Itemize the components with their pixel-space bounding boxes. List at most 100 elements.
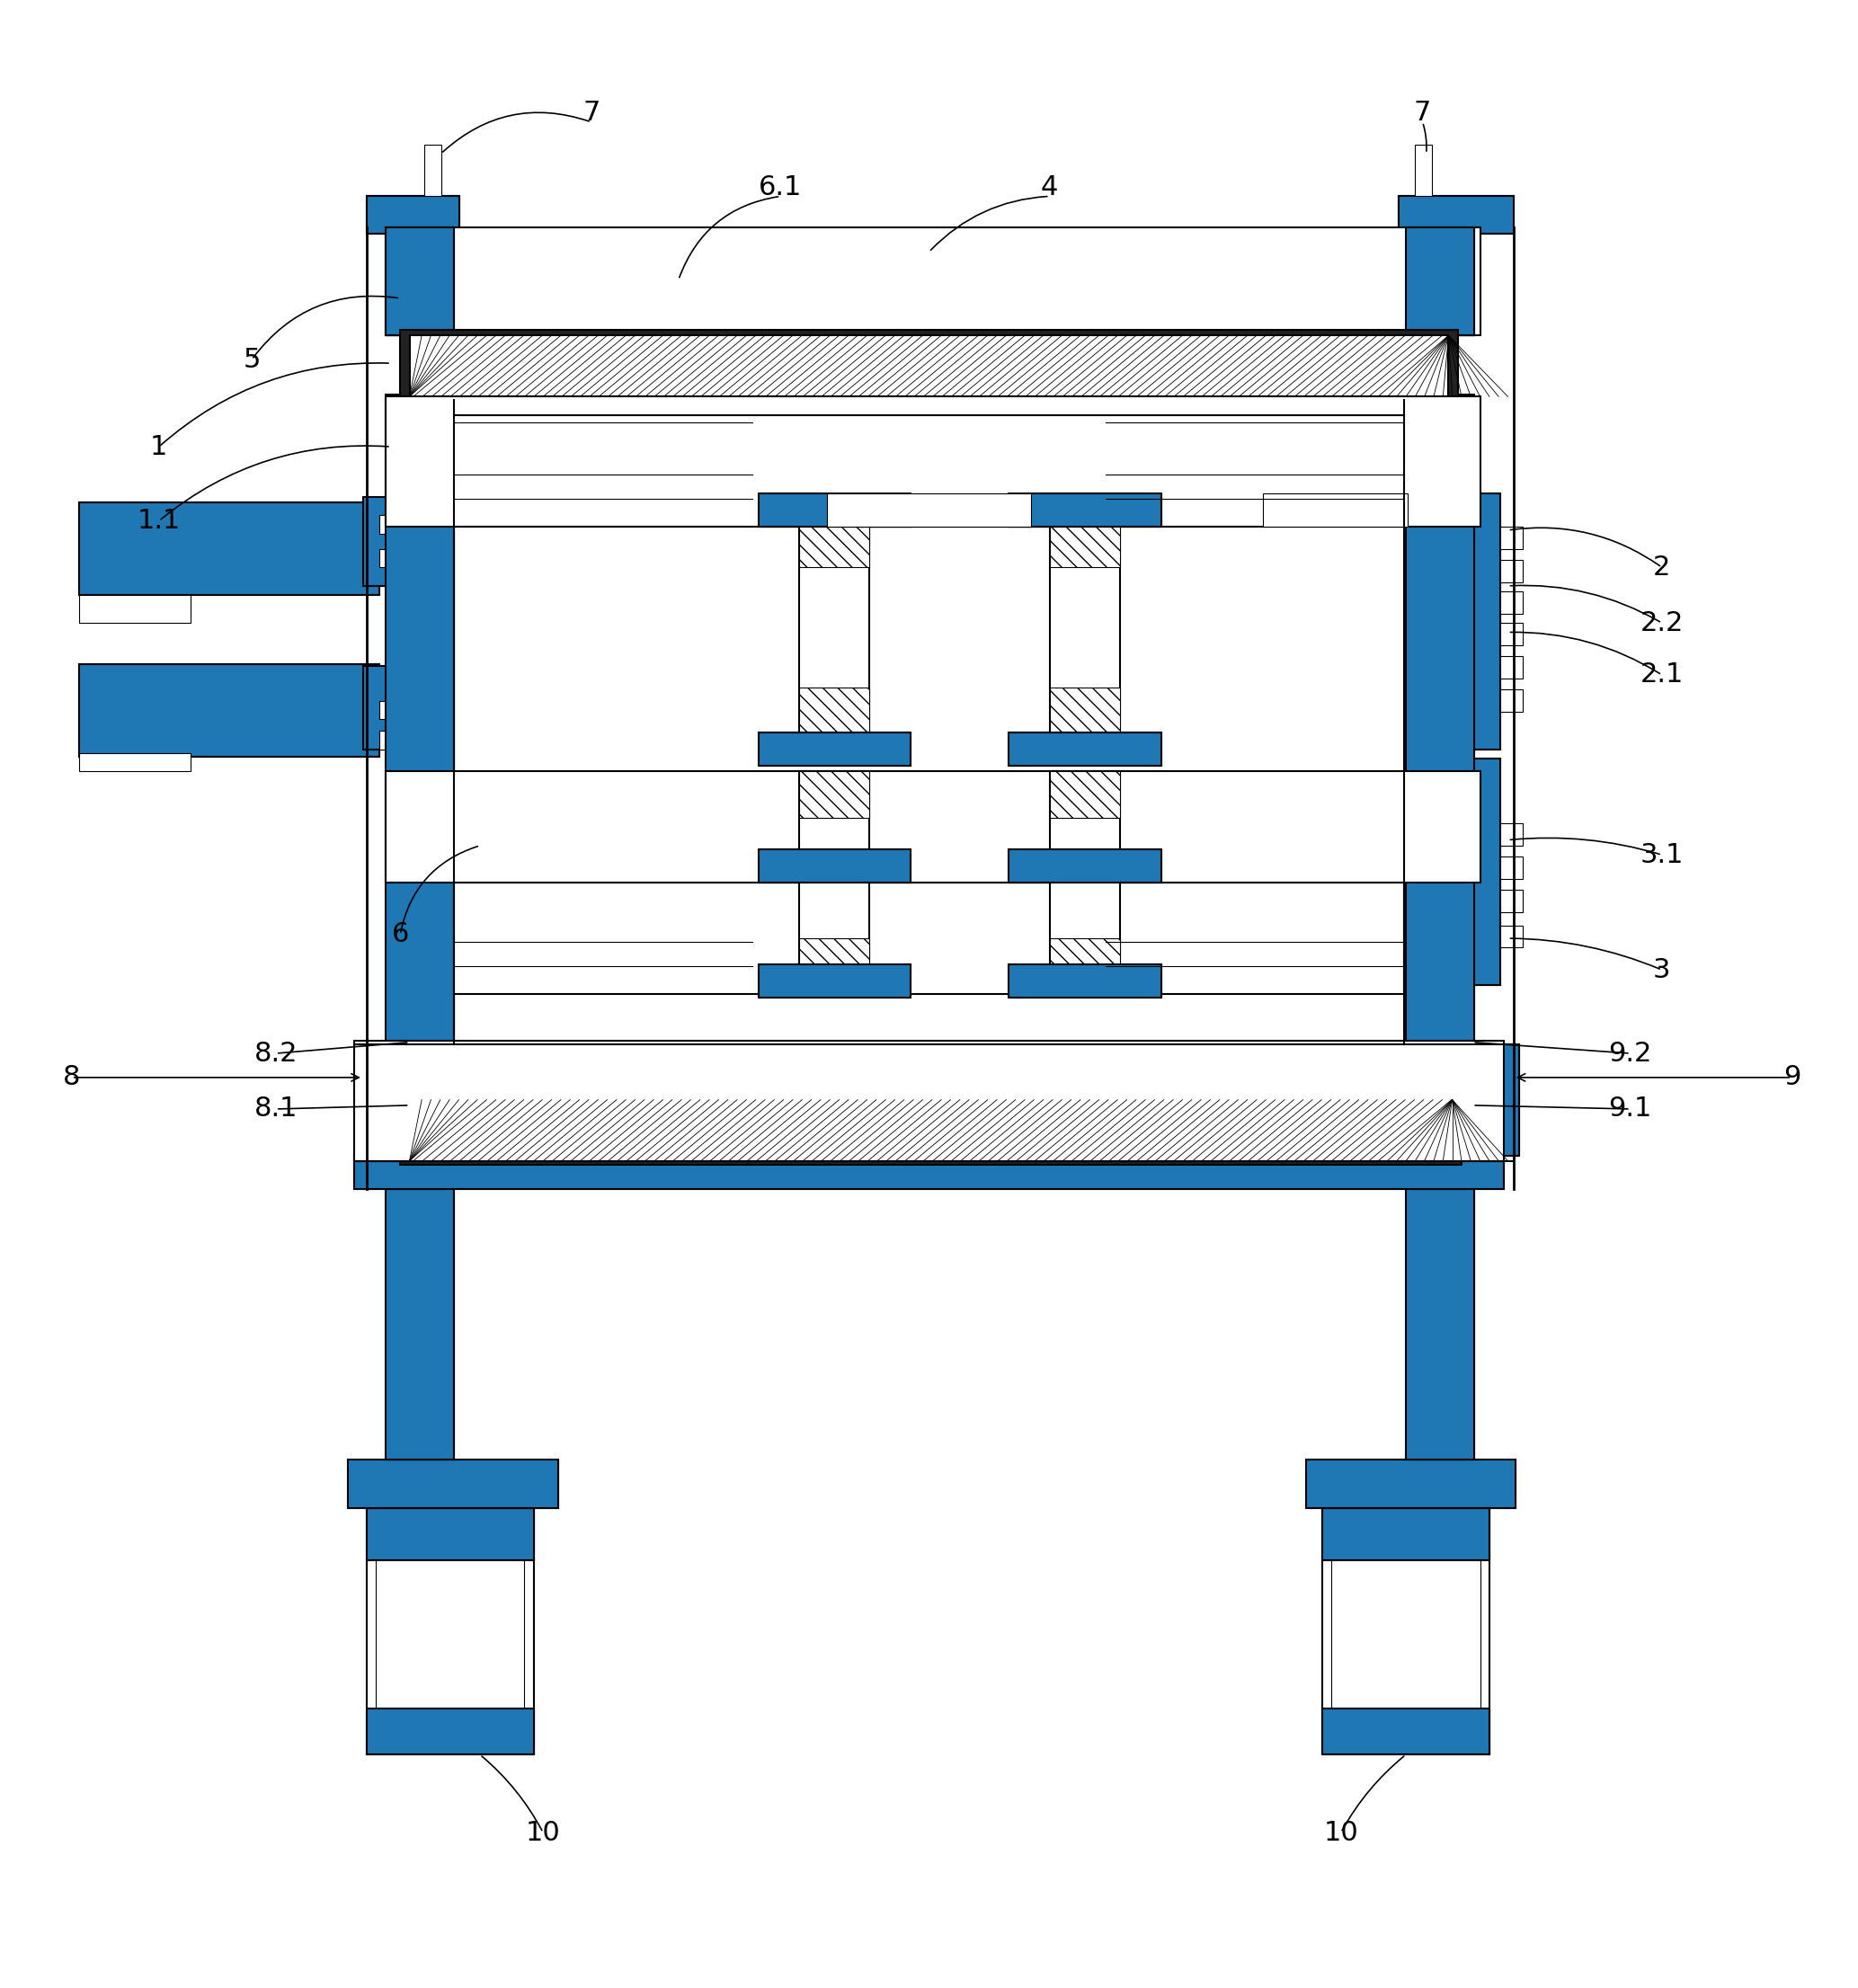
Bar (1416, 145, 1433, 197)
Bar (385, 1163, 453, 1459)
Bar (827, 493, 1031, 527)
Bar (1009, 493, 1161, 527)
Bar (1323, 1507, 1490, 1561)
Bar (366, 197, 459, 233)
Text: 2.2: 2.2 (1641, 610, 1683, 636)
Bar (1407, 1044, 1475, 1155)
Bar (399, 1093, 1462, 1165)
Bar (1501, 527, 1524, 549)
Bar (1009, 849, 1161, 883)
Bar (385, 229, 453, 336)
Text: 6: 6 (392, 922, 409, 948)
Bar (1399, 197, 1514, 233)
Bar (375, 1541, 524, 1745)
Bar (1407, 1044, 1475, 1155)
Bar (1399, 197, 1514, 233)
Bar (353, 1155, 1505, 1189)
Bar (758, 964, 910, 998)
Text: 4: 4 (1040, 175, 1059, 201)
Bar (1009, 732, 1161, 765)
Bar (353, 1044, 399, 1155)
Bar (1009, 849, 1161, 883)
Bar (353, 1044, 399, 1155)
Bar (1050, 938, 1120, 984)
Bar (353, 1040, 1505, 1161)
Text: 2: 2 (1654, 555, 1670, 580)
Bar (1501, 924, 1524, 948)
Bar (385, 231, 453, 336)
Bar (362, 666, 396, 749)
Bar (799, 521, 870, 567)
Text: 7: 7 (1414, 99, 1431, 125)
Bar (1306, 1459, 1516, 1507)
Bar (1407, 396, 1475, 1044)
Bar (1468, 493, 1501, 749)
Bar (1009, 964, 1161, 998)
Bar (1501, 891, 1524, 912)
Text: 3.1: 3.1 (1641, 841, 1683, 869)
Bar (758, 849, 910, 883)
Bar (379, 515, 398, 535)
Bar (453, 415, 1405, 527)
Bar (1323, 1708, 1490, 1755)
Bar (1263, 493, 1408, 527)
Bar (1473, 1044, 1520, 1155)
Bar (80, 503, 379, 594)
Bar (1306, 1459, 1516, 1507)
Bar (799, 521, 870, 734)
Bar (1501, 690, 1524, 712)
Bar (1009, 732, 1161, 765)
Bar (1501, 561, 1524, 582)
Bar (1407, 231, 1475, 336)
Bar (385, 1163, 453, 1459)
Bar (799, 688, 870, 734)
Bar (1468, 493, 1501, 749)
Text: 8.2: 8.2 (255, 1040, 297, 1066)
Text: 6.1: 6.1 (758, 175, 803, 201)
Bar (1050, 688, 1120, 734)
Bar (385, 771, 1481, 883)
Bar (758, 732, 910, 765)
Bar (799, 771, 870, 984)
Bar (80, 753, 191, 771)
Bar (347, 1459, 557, 1507)
Bar (1407, 396, 1475, 1044)
Bar (366, 1708, 533, 1755)
Bar (409, 1099, 1453, 1161)
Bar (366, 1708, 533, 1755)
Bar (379, 730, 398, 749)
Bar (379, 549, 398, 567)
Bar (347, 1459, 557, 1507)
Text: 7: 7 (583, 99, 600, 125)
Bar (453, 883, 1405, 994)
Bar (353, 1155, 1505, 1189)
Bar (385, 396, 453, 1044)
Bar (385, 231, 453, 336)
Text: 9: 9 (1784, 1064, 1800, 1091)
Bar (1501, 857, 1524, 879)
Bar (799, 771, 870, 817)
Bar (80, 664, 379, 757)
Bar (1501, 622, 1524, 646)
Bar (1407, 229, 1475, 336)
Text: 3: 3 (1654, 956, 1670, 982)
Bar (1009, 493, 1161, 527)
Bar (1407, 229, 1475, 336)
Bar (799, 938, 870, 984)
Bar (366, 197, 459, 233)
Bar (1501, 823, 1524, 845)
Bar (385, 229, 1481, 336)
Text: 1: 1 (150, 433, 167, 459)
Text: 5: 5 (243, 346, 260, 372)
Bar (758, 493, 910, 527)
Bar (385, 1044, 453, 1155)
Bar (758, 849, 910, 883)
Bar (385, 1044, 453, 1155)
Bar (1407, 1163, 1475, 1459)
Bar (1407, 1163, 1475, 1459)
Text: 2.1: 2.1 (1641, 662, 1683, 688)
Bar (1009, 964, 1161, 998)
Bar (385, 398, 1481, 527)
Bar (366, 1507, 533, 1561)
Bar (1050, 521, 1120, 567)
